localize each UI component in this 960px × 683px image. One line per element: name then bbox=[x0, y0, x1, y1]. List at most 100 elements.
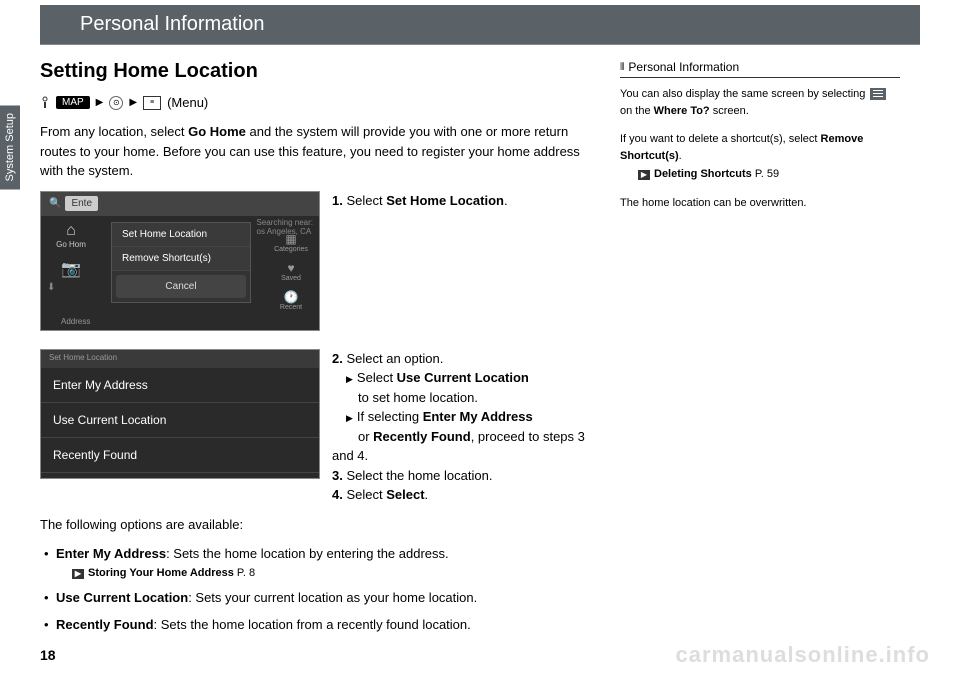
o1-xref-text: Storing Your Home Address bbox=[88, 567, 234, 579]
home-icon: ⌂ bbox=[66, 222, 76, 239]
ss1-search: Ente bbox=[65, 196, 98, 211]
intro-bold: Go Home bbox=[188, 124, 246, 139]
header-title: Personal Information bbox=[80, 13, 265, 35]
s2a1: Select bbox=[357, 370, 397, 385]
step-2b: ▶If selecting Enter My Address or Recent… bbox=[332, 407, 590, 466]
step-1-num: 1. bbox=[332, 193, 343, 208]
page-header: Personal Information bbox=[40, 5, 920, 44]
ss2-item-3: Recently Found bbox=[41, 438, 319, 473]
bullet-icon: • bbox=[44, 588, 56, 609]
steps-2-4-text: 2. Select an option. ▶ Select Use Current… bbox=[332, 349, 590, 505]
o1-page: P. 8 bbox=[234, 567, 255, 579]
bullet-icon: • bbox=[44, 615, 56, 636]
o1: : Sets the home location by entering the… bbox=[166, 546, 449, 561]
option-2: •Use Current Location: Sets your current… bbox=[44, 588, 590, 609]
s2b2-wrap: or Recently Found, proceed to steps 3 an… bbox=[332, 429, 585, 464]
option-1: •Enter My Address: Sets the home locatio… bbox=[44, 544, 590, 582]
s4: Select bbox=[346, 487, 386, 502]
arrow-icon: ▶ bbox=[96, 97, 104, 108]
heart-icon: ♥ bbox=[267, 261, 315, 275]
section-title: Setting Home Location bbox=[40, 60, 590, 83]
ss1-saved: ♥Saved bbox=[267, 261, 315, 282]
step-2a: ▶ Select Use Current Location to set home… bbox=[332, 368, 590, 407]
ss1-gohome-label: Go Hom bbox=[56, 240, 86, 249]
p2-page: P. 59 bbox=[752, 168, 779, 180]
sidebar-p2: If you want to delete a shortcut(s), sel… bbox=[620, 131, 900, 183]
ss1-categories: ▦Categories bbox=[267, 232, 315, 253]
ss2-header: Set Home Location bbox=[41, 350, 319, 368]
s2b-bold2: Recently Found bbox=[373, 429, 471, 444]
menu-icon: ≡ bbox=[143, 96, 161, 110]
step-2-text: Select an option. bbox=[346, 351, 443, 366]
sidebar-header: ⦀ Personal Information bbox=[620, 60, 900, 78]
options-list: •Enter My Address: Sets the home locatio… bbox=[44, 544, 590, 636]
o2: : Sets your current location as your hom… bbox=[188, 590, 477, 605]
dialog-set-home: Set Home Location bbox=[112, 223, 250, 247]
s2a2: to set home location. bbox=[358, 390, 478, 405]
o1-bold: Enter My Address bbox=[56, 546, 166, 561]
play-icon: ⦀ bbox=[620, 62, 624, 73]
p1b: on the bbox=[620, 105, 654, 117]
sidebar-title: Personal Information bbox=[628, 60, 739, 74]
breadcrumb: MAP ▶ ⊙ ▶ ≡ (Menu) bbox=[40, 95, 590, 110]
down-arrow-icon: ⬇ bbox=[47, 282, 55, 293]
screenshot-2-wrap: Set Home Location Enter My Address Use C… bbox=[40, 349, 320, 505]
options-intro: The following options are available: bbox=[40, 515, 590, 535]
step-3-num: 3. bbox=[332, 468, 343, 483]
mag-icon: 🔍 bbox=[49, 198, 61, 209]
o1-xref: ▶ Storing Your Home Address P. 8 bbox=[72, 565, 590, 583]
p2-xref-text: Deleting Shortcuts bbox=[654, 168, 752, 180]
screenshot-1-wrap: 🔍 Ente Searching near: os Angeles, CA ⌂ … bbox=[40, 191, 320, 339]
saved-label: Saved bbox=[281, 275, 301, 282]
p2-xref: ▶ Deleting Shortcuts P. 59 bbox=[638, 166, 900, 183]
xref-icon: ▶ bbox=[72, 569, 84, 579]
option-3: •Recently Found: Sets the home location … bbox=[44, 615, 590, 636]
step-2-num: 2. bbox=[332, 351, 343, 366]
step-3: 3. Select the home location. bbox=[332, 466, 590, 486]
ss1-recent: 🕐Recent bbox=[267, 290, 315, 311]
cat-label: Categories bbox=[274, 246, 308, 253]
sub-arrow-icon: ▶ bbox=[346, 374, 353, 384]
step-row-1: 🔍 Ente Searching near: os Angeles, CA ⌂ … bbox=[40, 191, 590, 339]
ss1-cam-item: 📷 bbox=[47, 259, 95, 279]
ss1-dialog: Set Home Location Remove Shortcut(s) Can… bbox=[111, 222, 251, 303]
info-icon bbox=[40, 96, 50, 110]
o3-bold: Recently Found bbox=[56, 617, 154, 632]
o3: : Sets the home location from a recently… bbox=[154, 617, 471, 632]
step-row-2: Set Home Location Enter My Address Use C… bbox=[40, 349, 590, 505]
s2b-bold1: Enter My Address bbox=[423, 409, 533, 424]
ss1-left-col: ⌂ Go Hom 📷 bbox=[41, 216, 101, 332]
ss2-item-1: Enter My Address bbox=[41, 368, 319, 403]
page-number: 18 bbox=[40, 647, 56, 663]
ss1-near-label: Searching near: bbox=[257, 218, 313, 227]
s2a-bold: Use Current Location bbox=[397, 370, 529, 385]
side-tab: System Setup bbox=[0, 105, 20, 189]
screenshot-2: Set Home Location Enter My Address Use C… bbox=[40, 349, 320, 479]
recent-label: Recent bbox=[280, 304, 302, 311]
s4-end: . bbox=[425, 487, 429, 502]
sidebar-p1: You can also display the same screen by … bbox=[620, 86, 900, 119]
o2-bold: Use Current Location bbox=[56, 590, 188, 605]
search-circle-icon: ⊙ bbox=[109, 96, 123, 110]
bullet-icon: • bbox=[44, 544, 56, 565]
intro-paragraph: From any location, select Go Home and th… bbox=[40, 122, 590, 181]
header-rule bbox=[40, 44, 920, 45]
dialog-remove: Remove Shortcut(s) bbox=[112, 247, 250, 271]
ss1-right-col: ▦Categories ♥Saved 🕐Recent bbox=[267, 232, 315, 319]
p2a: If you want to delete a shortcut(s), sel… bbox=[620, 133, 821, 145]
grid-icon: ▦ bbox=[267, 232, 315, 246]
clock-icon: 🕐 bbox=[267, 290, 315, 304]
main-column: Setting Home Location MAP ▶ ⊙ ▶ ≡ (Menu)… bbox=[40, 60, 590, 642]
step-1-bold: Set Home Location bbox=[386, 193, 504, 208]
content-area: Setting Home Location MAP ▶ ⊙ ▶ ≡ (Menu)… bbox=[40, 60, 920, 642]
screenshot-1: 🔍 Ente Searching near: os Angeles, CA ⌂ … bbox=[40, 191, 320, 331]
watermark: carmanualsonline.info bbox=[676, 642, 931, 668]
step-4-num: 4. bbox=[332, 487, 343, 502]
camera-icon: 📷 bbox=[61, 261, 81, 278]
p1-bold: Where To? bbox=[654, 105, 710, 117]
sidebar-p3: The home location can be overwritten. bbox=[620, 195, 900, 212]
p2b: . bbox=[679, 150, 682, 162]
p1a: You can also display the same screen by … bbox=[620, 88, 868, 100]
s2b1: If selecting bbox=[357, 409, 423, 424]
xref-icon: ▶ bbox=[638, 170, 650, 180]
